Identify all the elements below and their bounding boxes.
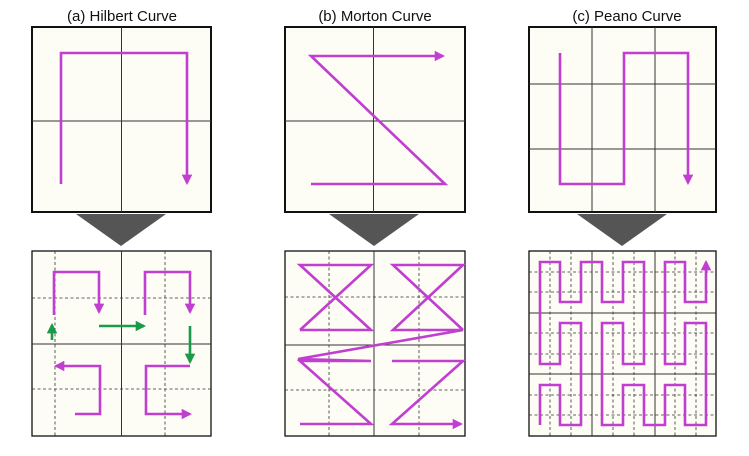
- hilbert-order1-curve: [59, 51, 193, 186]
- hilbert-order2-curve-q1: [53, 360, 102, 416]
- peano-order2-curve: [538, 259, 712, 427]
- morton-order2-curve-topleft: [296, 263, 375, 332]
- hilbert-order2-curve-q2: [52, 270, 105, 315]
- morton-expand-connector: [329, 214, 419, 246]
- peano-order1-curve: [558, 51, 694, 186]
- morton-order2-curve-top: [296, 263, 467, 426]
- hilbert-order2-curve-q4: [144, 364, 193, 420]
- caption-peano: (c) Peano Curve: [572, 8, 682, 25]
- hilbert-expand-connector: [76, 214, 166, 246]
- caption-morton: (b) Morton Curve: [318, 8, 432, 25]
- hilbert-order2-curve-q3: [143, 270, 196, 315]
- morton-order2-panel: [284, 250, 466, 437]
- morton-order1-curve: [307, 50, 449, 186]
- morton-order2-curve-bottomright: [388, 359, 467, 430]
- peano-expand-connector: [577, 214, 667, 246]
- caption-hilbert: (a) Hilbert Curve: [66, 8, 178, 25]
